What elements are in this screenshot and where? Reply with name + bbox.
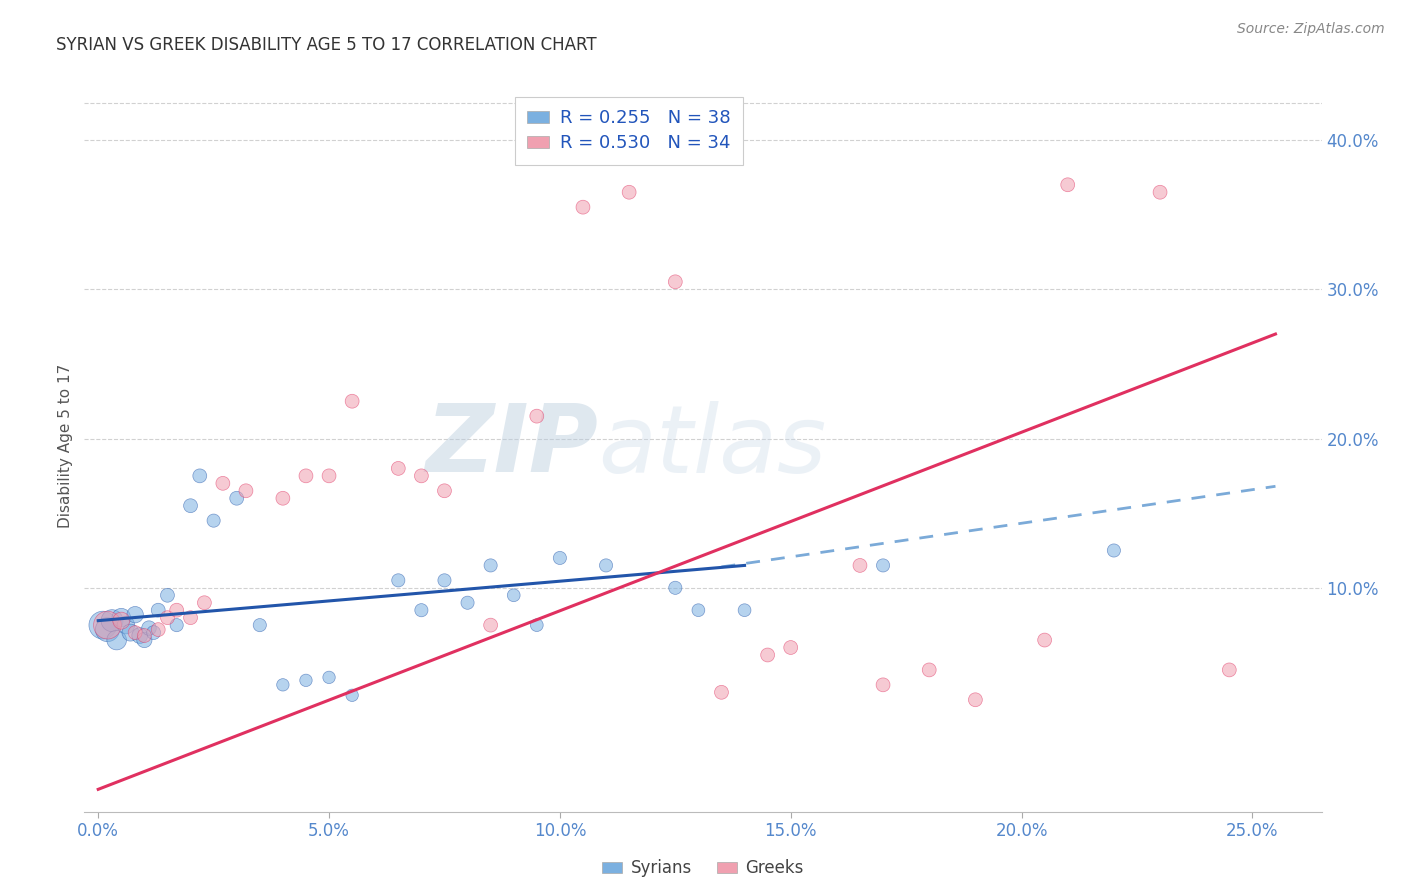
- Point: [526, 618, 548, 632]
- Point: [110, 610, 132, 624]
- Point: [148, 603, 170, 617]
- Point: [387, 574, 409, 588]
- Point: [134, 633, 156, 648]
- Point: [96, 623, 118, 637]
- Text: SYRIAN VS GREEK DISABILITY AGE 5 TO 17 CORRELATION CHART: SYRIAN VS GREEK DISABILITY AGE 5 TO 17 C…: [56, 36, 598, 54]
- Point: [318, 670, 340, 684]
- Point: [156, 588, 179, 602]
- Point: [212, 476, 235, 491]
- Point: [225, 491, 247, 506]
- Point: [166, 618, 188, 632]
- Point: [849, 558, 872, 573]
- Point: [96, 618, 118, 632]
- Point: [134, 629, 156, 643]
- Point: [734, 603, 756, 617]
- Point: [295, 468, 318, 483]
- Point: [188, 468, 211, 483]
- Point: [918, 663, 941, 677]
- Text: atlas: atlas: [598, 401, 827, 491]
- Point: [1056, 178, 1078, 192]
- Point: [1149, 186, 1171, 200]
- Point: [872, 558, 894, 573]
- Point: [664, 581, 686, 595]
- Point: [433, 483, 456, 498]
- Point: [595, 558, 617, 573]
- Point: [411, 468, 433, 483]
- Point: [340, 688, 363, 702]
- Point: [295, 673, 318, 688]
- Point: [105, 633, 128, 648]
- Point: [387, 461, 409, 475]
- Point: [710, 685, 733, 699]
- Point: [457, 596, 479, 610]
- Point: [120, 625, 142, 640]
- Point: [1102, 543, 1125, 558]
- Point: [101, 614, 124, 628]
- Point: [235, 483, 257, 498]
- Point: [433, 574, 456, 588]
- Text: Source: ZipAtlas.com: Source: ZipAtlas.com: [1237, 22, 1385, 37]
- Point: [756, 648, 779, 662]
- Point: [142, 625, 165, 640]
- Point: [1033, 633, 1056, 648]
- Point: [965, 692, 987, 706]
- Point: [526, 409, 548, 424]
- Point: [572, 200, 595, 214]
- Point: [128, 629, 150, 643]
- Point: [779, 640, 801, 655]
- Point: [124, 607, 146, 622]
- Point: [166, 603, 188, 617]
- Point: [617, 186, 640, 200]
- Point: [138, 621, 160, 635]
- Point: [271, 678, 294, 692]
- Point: [91, 618, 114, 632]
- Point: [156, 610, 179, 624]
- Point: [115, 618, 138, 632]
- Point: [180, 499, 202, 513]
- Point: [664, 275, 686, 289]
- Point: [202, 514, 225, 528]
- Point: [872, 678, 894, 692]
- Point: [548, 551, 571, 566]
- Point: [193, 596, 215, 610]
- Point: [479, 618, 502, 632]
- Legend: Syrians, Greeks: Syrians, Greeks: [596, 853, 810, 884]
- Y-axis label: Disability Age 5 to 17: Disability Age 5 to 17: [58, 364, 73, 528]
- Point: [688, 603, 710, 617]
- Point: [110, 614, 132, 628]
- Point: [271, 491, 294, 506]
- Point: [249, 618, 271, 632]
- Point: [180, 610, 202, 624]
- Point: [148, 623, 170, 637]
- Point: [1218, 663, 1240, 677]
- Point: [340, 394, 363, 409]
- Text: ZIP: ZIP: [425, 400, 598, 492]
- Point: [479, 558, 502, 573]
- Point: [318, 468, 340, 483]
- Point: [411, 603, 433, 617]
- Point: [502, 588, 524, 602]
- Point: [124, 625, 146, 640]
